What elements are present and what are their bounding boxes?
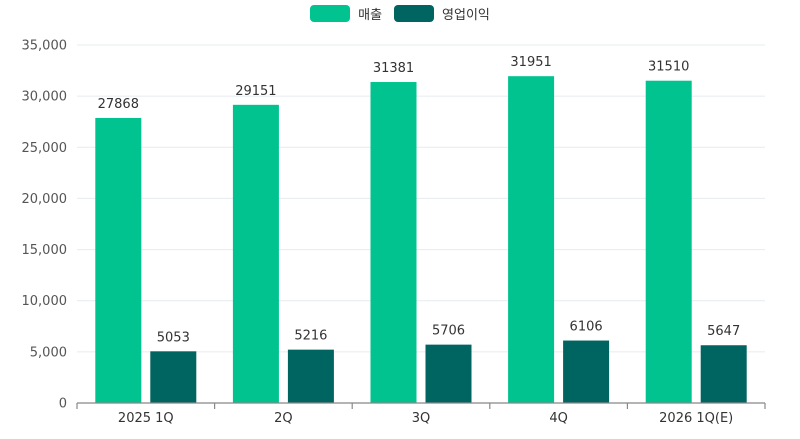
x-tick-label: 4Q (549, 411, 568, 426)
y-axis: 0 5,000 10,000 15,000 20,000 25,000 30,000 35,0… (22, 39, 68, 412)
chart-legend: 매출 영업이익 (0, 4, 800, 23)
y-tick-label: 5,000 (30, 345, 67, 360)
legend-item-operating-profit[interactable]: 영업이익 (394, 4, 490, 23)
data-label: 6106 (570, 320, 603, 335)
data-label: 31951 (510, 55, 551, 70)
bar-operating-profit[interactable] (700, 345, 747, 403)
legend-label-operating-profit: 영업이익 (442, 8, 490, 23)
legend-swatch-operating-profit (394, 5, 435, 22)
x-axis: 2025 1Q 2Q 3Q 4Q 2026 1Q(E) (76, 402, 766, 426)
x-tick-label: 2025 1Q (118, 411, 174, 426)
y-tick-label: 20,000 (22, 192, 68, 207)
bar-operating-profit[interactable] (287, 349, 334, 403)
bars: 27868 5053 29151 5216 31381 5706 31951 6106 3151… (95, 55, 747, 404)
y-tick-label: 35,000 (22, 39, 68, 54)
data-label: 5647 (707, 324, 740, 339)
bar-operating-profit[interactable] (563, 340, 610, 403)
data-label: 29151 (235, 84, 276, 99)
data-label: 31510 (648, 60, 689, 75)
data-label: 5216 (294, 329, 327, 344)
y-tick-label: 25,000 (22, 141, 68, 156)
bar-revenue[interactable] (95, 117, 142, 404)
x-tick-label: 2Q (274, 411, 293, 426)
x-tick-label: 2026 1Q(E) (659, 411, 733, 426)
data-label: 27868 (98, 97, 139, 112)
bar-revenue[interactable] (370, 82, 417, 403)
bar-operating-profit[interactable] (150, 351, 197, 403)
data-label: 5706 (432, 324, 465, 339)
legend-label-revenue: 매출 (358, 8, 383, 23)
y-tick-label: 10,000 (22, 294, 68, 309)
y-tick-label: 30,000 (22, 90, 68, 105)
legend-item-revenue[interactable]: 매출 (310, 4, 382, 23)
bar-operating-profit[interactable] (425, 344, 472, 403)
bar-revenue[interactable] (232, 104, 279, 404)
data-label: 5053 (157, 330, 190, 345)
y-tick-label: 0 (59, 397, 67, 412)
x-tick-label: 3Q (412, 411, 431, 426)
legend-swatch-revenue (310, 5, 351, 22)
bar-revenue[interactable] (645, 80, 692, 403)
bar-revenue[interactable] (508, 76, 555, 403)
y-tick-label: 15,000 (22, 243, 68, 258)
data-label: 31381 (373, 61, 414, 76)
